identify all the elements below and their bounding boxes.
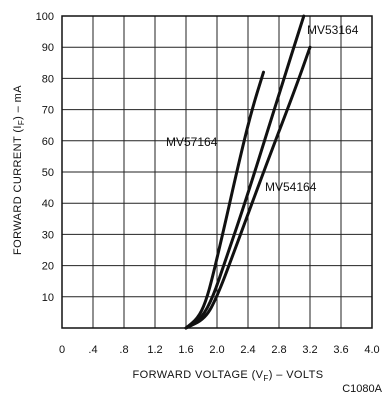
y-tick-label: 20 bbox=[42, 261, 54, 273]
plot-frame bbox=[61, 15, 373, 329]
x-tick-label: 1.2 bbox=[147, 344, 162, 356]
grid bbox=[62, 16, 372, 328]
x-tick-label: 1.6 bbox=[178, 344, 193, 356]
series-label-mv54164: MV54164 bbox=[265, 180, 317, 194]
y-tick-label: 50 bbox=[42, 167, 54, 179]
x-tick-label: 3.6 bbox=[333, 344, 348, 356]
series-line-mv53164 bbox=[184, 14, 306, 330]
y-tick-label: 80 bbox=[42, 73, 54, 85]
series-line-mv57164 bbox=[184, 70, 265, 330]
x-tick-label: 2.8 bbox=[271, 344, 286, 356]
x-tick-label: .8 bbox=[119, 344, 128, 356]
y-tick-label: 70 bbox=[42, 105, 54, 117]
y-tick-label: 10 bbox=[42, 292, 54, 304]
x-tick-labels: 0 .4 .8 1.2 1.6 2.0 2.4 2.8 3.2 3.6 4.0 bbox=[59, 344, 380, 356]
y-tick-label: 90 bbox=[42, 42, 54, 54]
x-tick-label: 2.0 bbox=[209, 344, 224, 356]
y-tick-label: 40 bbox=[42, 198, 54, 210]
y-axis-title: FORWARD CURRENT (IF) – mA bbox=[12, 85, 26, 255]
x-tick-label: 2.4 bbox=[240, 344, 255, 356]
y-tick-label: 60 bbox=[42, 136, 54, 148]
y-tick-labels: 10 20 30 40 50 60 70 80 90 100 bbox=[36, 11, 54, 304]
y-tick-label: 100 bbox=[36, 11, 54, 23]
series-curves bbox=[184, 14, 312, 330]
y-tick-label: 30 bbox=[42, 229, 54, 241]
x-tick-label: 4.0 bbox=[364, 344, 379, 356]
x-tick-label: 3.2 bbox=[302, 344, 317, 356]
series-label-mv57164: MV57164 bbox=[166, 135, 218, 149]
series-line-mv54164 bbox=[184, 45, 312, 330]
figure-code: C1080A bbox=[342, 383, 382, 395]
x-tick-label: .4 bbox=[88, 344, 97, 356]
series-label-mv53164: MV53164 bbox=[307, 23, 359, 37]
x-axis-title: FORWARD VOLTAGE (VF) – VOLTS bbox=[133, 369, 324, 383]
x-tick-label: 0 bbox=[59, 344, 65, 356]
